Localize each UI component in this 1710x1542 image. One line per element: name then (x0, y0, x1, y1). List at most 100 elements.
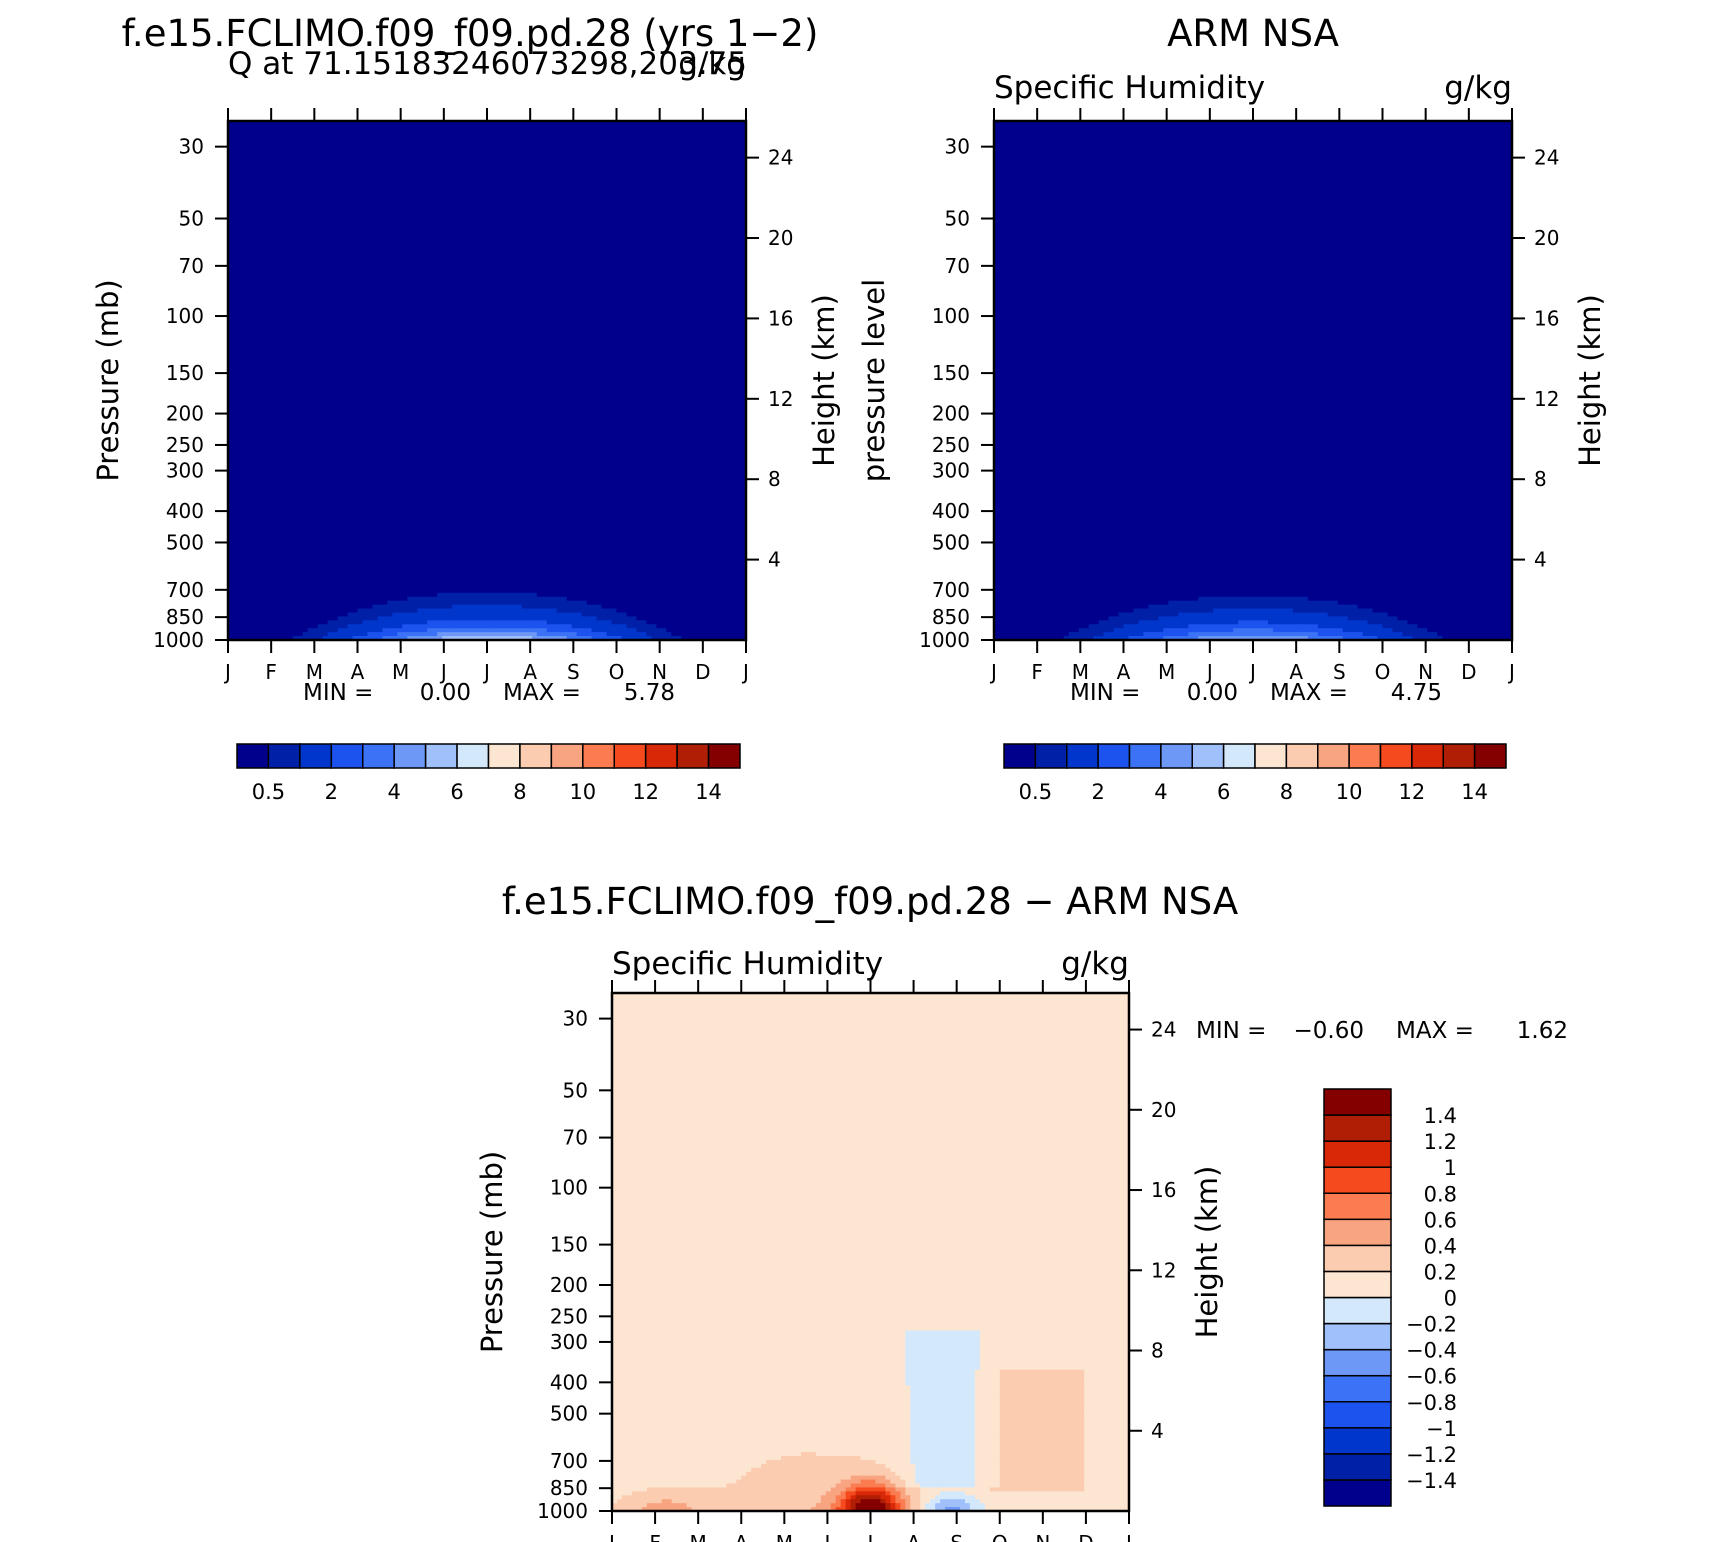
field-cell (477, 152, 483, 157)
field-cell (686, 141, 692, 146)
field-cell (432, 152, 438, 157)
field-cell (671, 145, 677, 150)
field-cell (686, 152, 692, 157)
field-cell (527, 125, 533, 130)
field-cell (726, 156, 732, 161)
field-cell (323, 156, 329, 161)
field-cell (397, 145, 403, 150)
field-cell (612, 152, 618, 157)
field-cell (348, 149, 354, 154)
field-cell (397, 141, 403, 146)
field-cell (572, 137, 578, 142)
field-cell (587, 145, 593, 150)
field-cell (303, 164, 309, 169)
field-cell (502, 145, 508, 150)
field-cell (447, 141, 453, 146)
field-cell (592, 125, 598, 130)
field-cell (298, 152, 304, 157)
field-cell (382, 133, 388, 138)
field-cell (452, 129, 458, 134)
field-cell (681, 160, 687, 165)
field-cell (467, 156, 473, 161)
field-cell (671, 137, 677, 142)
field-cell (377, 149, 383, 154)
field-cell (686, 145, 692, 150)
field-cell (387, 156, 393, 161)
field-cell (253, 156, 259, 161)
field-cell (552, 145, 558, 150)
field-cell (412, 141, 418, 146)
field-cell (318, 133, 324, 138)
field-cell (527, 152, 533, 157)
field-cell (417, 129, 423, 134)
field-cell (343, 133, 349, 138)
field-cell (412, 129, 418, 134)
field-cell (636, 129, 642, 134)
field-cell (646, 133, 652, 138)
field-cell (353, 149, 359, 154)
field-cell (497, 149, 503, 154)
field-cell (517, 160, 523, 165)
field-cell (467, 129, 473, 134)
field-cell (497, 129, 503, 134)
field-cell (502, 156, 508, 161)
field-cell (631, 152, 637, 157)
field-cell (283, 137, 289, 142)
field-cell (437, 137, 443, 142)
field-cell (661, 160, 667, 165)
field-cell (691, 149, 697, 154)
field-cell (691, 145, 697, 150)
field-cell (497, 164, 503, 169)
field-cell (631, 125, 637, 130)
field-cell (233, 160, 239, 165)
field-cell (641, 133, 647, 138)
field-cell (656, 125, 662, 130)
field-cell (706, 129, 712, 134)
field-cell (537, 152, 543, 157)
field-cell (731, 133, 737, 138)
field-cell (497, 152, 503, 157)
field-cell (532, 137, 538, 142)
field-cell (278, 145, 284, 150)
field-cell (432, 125, 438, 130)
field-cell (602, 137, 608, 142)
field-cell (731, 156, 737, 161)
field-cell (502, 137, 508, 142)
field-cell (328, 149, 334, 154)
field-cell (348, 137, 354, 142)
field-cell (323, 129, 329, 134)
field-cell (666, 160, 672, 165)
field-cell (726, 133, 732, 138)
field-cell (517, 129, 523, 134)
field-cell (711, 145, 717, 150)
field-cell (273, 133, 279, 138)
field-cell (681, 149, 687, 154)
field-cell (397, 152, 403, 157)
field-cell (447, 160, 453, 165)
field-cell (721, 137, 727, 142)
field-cell (313, 164, 319, 169)
field-cell (348, 129, 354, 134)
field-cell (542, 145, 548, 150)
field-cell (338, 160, 344, 165)
field-cell (621, 149, 627, 154)
field-cell (318, 156, 324, 161)
field-cell (442, 164, 448, 169)
field-cell (377, 141, 383, 146)
field-cell (716, 145, 722, 150)
field-cell (696, 160, 702, 165)
field-cell (472, 125, 478, 130)
field-cell (572, 145, 578, 150)
field-cell (367, 152, 373, 157)
field-cell (288, 145, 294, 150)
field-cell (467, 133, 473, 138)
field-cell (562, 164, 568, 169)
field-cell (323, 137, 329, 142)
field-cell (487, 145, 493, 150)
field-cell (437, 141, 443, 146)
field-cell (367, 137, 373, 142)
field-cell (437, 152, 443, 157)
field-cell (617, 141, 623, 146)
field-cell (626, 133, 632, 138)
field-cell (696, 129, 702, 134)
